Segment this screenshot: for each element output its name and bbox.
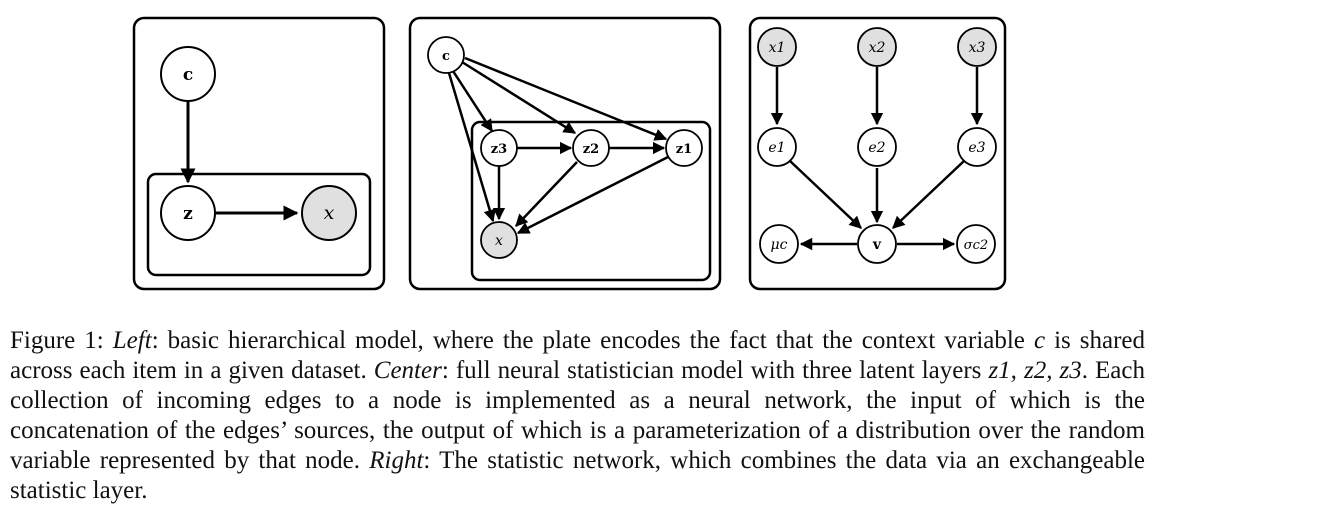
right-node-x2: x2 <box>857 27 897 67</box>
figure-caption: Figure 1: Left: basic hierarchical model… <box>10 326 1145 506</box>
right-panel: x1 x2 x3 e1 e2 e3 μc v <box>748 16 1007 291</box>
center-plate <box>470 120 712 282</box>
center-node-x-label: x <box>495 233 503 249</box>
left-node-x-label: x <box>324 202 335 224</box>
right-node-e2: e2 <box>857 127 897 167</box>
center-edge-z1-x <box>516 155 669 235</box>
right-node-x1-label: x1 <box>769 40 786 56</box>
center-edge-z2-x <box>515 161 578 227</box>
caption-text-2: is shared across each item in a given da… <box>10 327 1146 384</box>
center-node-z2: z2 <box>572 129 610 167</box>
left-panel-frame <box>132 16 386 291</box>
right-node-x3-label: x3 <box>969 40 986 56</box>
center-node-c-label: c <box>442 49 450 64</box>
center-node-z3: z3 <box>480 129 518 167</box>
right-node-e2-label: e2 <box>868 140 885 156</box>
right-node-x1: x1 <box>757 27 797 67</box>
center-node-z1-label: z1 <box>676 142 692 157</box>
right-node-v-label: v <box>872 237 882 253</box>
left-node-c: c <box>160 46 216 102</box>
center-edge-c-z3 <box>451 70 494 133</box>
left-node-z-label: z <box>183 204 193 224</box>
caption-text-5: : The statistic network, which combines … <box>10 447 1145 504</box>
center-node-z2-label: z2 <box>583 142 599 157</box>
right-node-sigma: σc2 <box>956 224 996 264</box>
caption-left-label: Left <box>112 327 152 354</box>
right-node-v: v <box>857 224 897 264</box>
figure-graphic: c z x c z3 z2 <box>132 16 1007 291</box>
left-panel: c z x <box>132 16 386 291</box>
right-node-e1: e1 <box>757 127 797 167</box>
left-plate <box>146 172 372 277</box>
caption-text-4: . Each collection of incoming edges to a… <box>10 357 1145 474</box>
caption-text-1: : basic hierarchical model, where the pl… <box>151 327 1034 354</box>
right-edge-e3-v <box>892 160 965 229</box>
left-node-z: z <box>160 185 216 241</box>
caption-z-variables: z1, z2, z3 <box>988 357 1082 384</box>
right-node-mu: μc <box>759 224 799 264</box>
right-node-sigma-label: σc2 <box>964 238 988 253</box>
center-edge-c-x <box>447 72 496 223</box>
caption-right-label: Right <box>369 447 424 474</box>
right-panel-frame <box>748 16 1007 291</box>
center-edge-c-z2 <box>461 60 577 135</box>
right-node-x2-label: x2 <box>869 40 886 56</box>
caption-center-label: Center <box>373 357 442 384</box>
right-node-e3: e3 <box>957 127 997 167</box>
center-node-x: x <box>480 221 518 259</box>
center-node-z1: z1 <box>665 129 703 167</box>
center-node-z3-label: z3 <box>491 142 507 157</box>
caption-text-3: : full neural statistician model with th… <box>441 357 989 384</box>
left-node-x: x <box>301 185 357 241</box>
caption-c-variable: c <box>1033 327 1046 354</box>
caption-prefix: Figure 1: <box>10 327 113 354</box>
left-node-c-label: c <box>183 65 193 85</box>
right-node-e3-label: e3 <box>968 140 985 156</box>
center-panel-frame <box>408 16 722 291</box>
center-edge-c-z1 <box>464 56 668 141</box>
center-node-c: c <box>427 36 465 74</box>
center-panel: c z3 z2 z1 x <box>408 16 722 291</box>
right-node-e1-label: e1 <box>768 140 785 156</box>
right-node-mu-label: μc <box>771 237 788 253</box>
right-edge-e1-v <box>789 160 862 229</box>
right-node-x3: x3 <box>957 27 997 67</box>
